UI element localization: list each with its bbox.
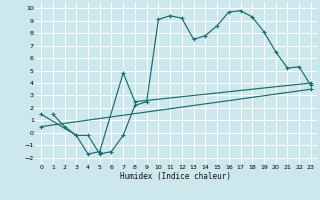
X-axis label: Humidex (Indice chaleur): Humidex (Indice chaleur) (121, 172, 231, 181)
